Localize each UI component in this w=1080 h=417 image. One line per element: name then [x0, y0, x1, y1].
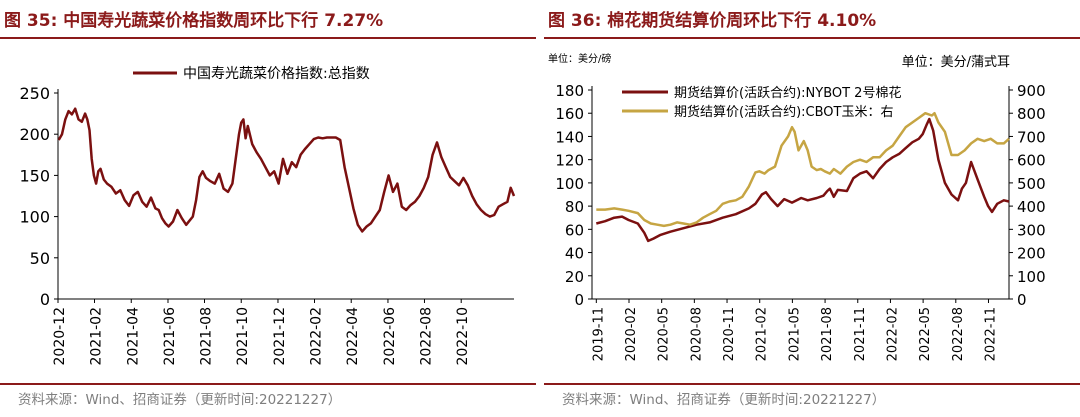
x-tick-label: 2020-11: [722, 307, 737, 361]
title-rule-right: [544, 37, 1080, 39]
y-tick-label: 20: [565, 268, 584, 286]
y-tick-label: 120: [555, 152, 584, 170]
legend-label-1: 中国寿光蔬菜价格指数:总指数: [183, 65, 370, 82]
x-tick-label: 2022-10: [455, 307, 471, 366]
x-tick-label: 2021-05: [787, 307, 802, 361]
y-right-tick-label: 300: [1017, 221, 1046, 239]
y-right-tick-label: 100: [1017, 268, 1046, 286]
y-tick-label: 40: [565, 245, 584, 263]
unit-label-right: 单位：美分/蒲式耳: [902, 55, 1010, 70]
x-tick-label: 2021-08: [199, 307, 215, 366]
y-tick-label: 80: [565, 198, 584, 216]
x-tick-label: 2021-02: [755, 307, 770, 361]
x-tick-label: 2020-05: [657, 307, 672, 361]
x-tick-label: 2021-12: [272, 307, 288, 366]
x-tick-label: 2022-11: [983, 307, 998, 361]
x-tick-label: 2022-02: [885, 307, 900, 361]
series-line-1: [595, 117, 1010, 243]
y-tick-label: 160: [555, 105, 584, 123]
x-tick-label: 2022-05: [918, 307, 933, 361]
x-tick-label: 2021-08: [820, 307, 835, 361]
y-tick-label: 50: [30, 249, 50, 268]
legend-label-2: 期货结算价(活跃合约):CBOT玉米：右: [674, 104, 893, 120]
title-rule-left: [0, 37, 536, 39]
source-rule-right: [544, 383, 1080, 385]
chart-panel-left: 图 35: 中国寿光蔬菜价格指数周环比下行 7.27% 0 50 100 150 200…: [0, 0, 536, 417]
y-tick-label: 0: [40, 290, 50, 309]
chart-right: 0 20 40 60 80 100 120 140 160 180 0 100 200 300 400 500…: [548, 52, 1046, 361]
chart-title-right: 图 36: 棉花期货结算价周环比下行 4.10%: [548, 11, 877, 31]
x-tick-label: 2022-08: [418, 307, 434, 366]
x-tick-label: 2019-11: [591, 307, 606, 361]
legend-label-1: 期货结算价(活跃合约):NYBOT 2号棉花: [674, 85, 901, 101]
y-tick-label: 180: [555, 82, 584, 100]
y-right-tick-label: 900: [1017, 82, 1046, 100]
x-tick-label: 2021-10: [235, 307, 251, 366]
y-right-tick-label: 400: [1017, 198, 1046, 216]
y-right-tick-label: 700: [1017, 128, 1046, 146]
y-tick-label: 250: [19, 84, 50, 103]
y-tick-label: 60: [565, 221, 584, 239]
x-tick-label: 2021-06: [162, 307, 178, 366]
y-right-tick-label: 800: [1017, 105, 1046, 123]
y-right-tick-label: 500: [1017, 175, 1046, 193]
source-rule-left: [0, 383, 536, 385]
x-tick-label: 2022-02: [308, 307, 324, 366]
series-line-1: [57, 107, 516, 233]
source-note-right: 资料来源：Wind、招商证券（更新时间:20221227）: [562, 392, 886, 408]
x-tick-label: 2022-06: [382, 307, 398, 366]
y-tick-label: 100: [555, 175, 584, 193]
chart-title-left: 图 35: 中国寿光蔬菜价格指数周环比下行 7.27%: [4, 11, 384, 31]
y-tick-label: 0: [574, 291, 584, 309]
source-note-left: 资料来源：Wind、招商证券（更新时间:20221227）: [18, 392, 342, 408]
x-tick-label: 2022-08: [951, 307, 966, 361]
y-tick-label: 140: [555, 128, 584, 146]
y-tick-label: 200: [19, 125, 50, 144]
chart-panel-right: 图 36: 棉花期货结算价周环比下行 4.10% 0 20 40 60 80 100 120…: [544, 0, 1080, 417]
y-tick-label: 150: [19, 166, 50, 185]
unit-label-left: 单位：美分/磅: [548, 52, 611, 65]
y-tick-label: 100: [19, 208, 50, 227]
x-tick-label: 2021-11: [853, 307, 868, 361]
x-tick-label: 2021-04: [125, 307, 141, 366]
x-tick-label: 2020-02: [624, 307, 639, 361]
y-right-tick-label: 0: [1017, 291, 1027, 309]
chart-left: 0 50 100 150 200 250 2020-12 2021-02 2021-04 2021…: [19, 65, 516, 366]
series-line-2: [596, 111, 1010, 228]
x-tick-label: 2022-04: [345, 307, 361, 366]
y-right-tick-label: 200: [1017, 245, 1046, 263]
y-right-tick-label: 600: [1017, 152, 1046, 170]
x-tick-label: 2020-12: [52, 307, 68, 366]
x-tick-label: 2020-08: [689, 307, 704, 361]
x-tick-label: 2021-02: [89, 307, 105, 366]
